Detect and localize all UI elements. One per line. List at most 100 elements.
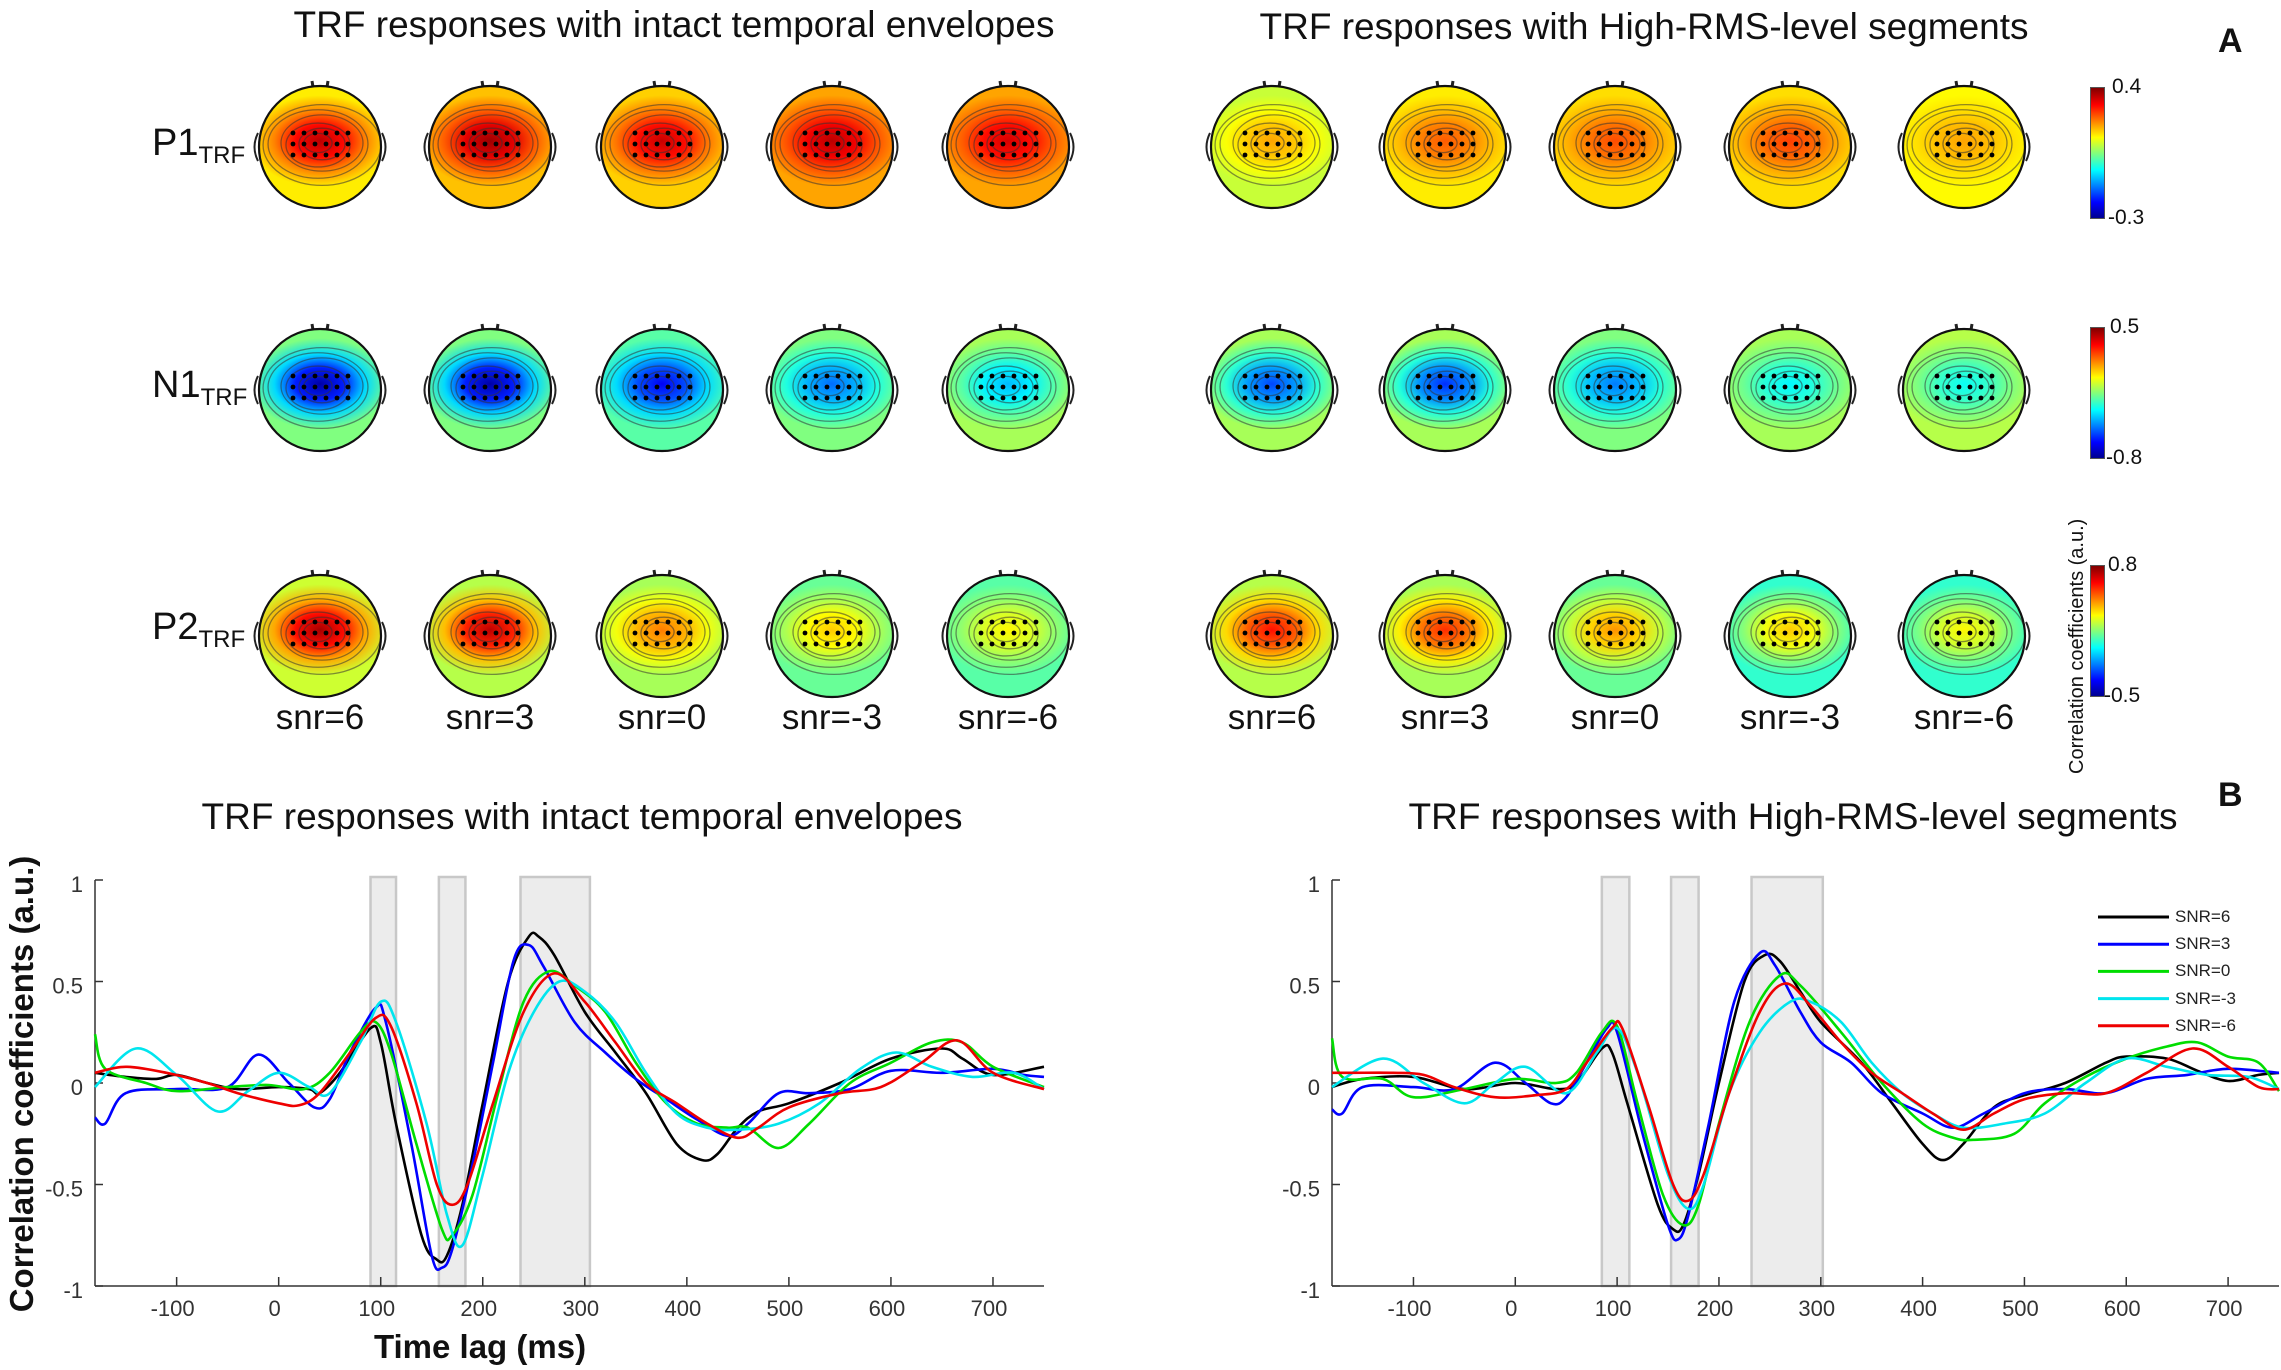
ear-left-icon xyxy=(765,621,771,651)
electrode-dot xyxy=(1618,141,1624,147)
contour-line xyxy=(1219,352,1321,422)
electrode-dot xyxy=(1629,373,1635,379)
electrode-dot xyxy=(1470,130,1476,136)
electrode-dot xyxy=(515,630,521,636)
contour-line xyxy=(792,603,876,661)
electrode-dot xyxy=(1286,373,1292,379)
head-outline xyxy=(769,573,895,699)
electrode-dot xyxy=(1618,152,1624,158)
electrode-dot xyxy=(687,130,693,136)
electrode-dot xyxy=(1934,373,1940,379)
x-tick-label: 0 xyxy=(269,1296,281,1321)
electrode-dot xyxy=(1596,141,1602,147)
electrode-dot xyxy=(1629,630,1635,636)
electrode-dot xyxy=(687,630,693,636)
shaded-window xyxy=(519,875,592,1288)
ear-left-icon xyxy=(1378,375,1384,405)
electrode-dot xyxy=(1242,152,1248,158)
contour-line xyxy=(810,616,858,650)
electrode-dot xyxy=(1415,395,1421,401)
contour-line xyxy=(1575,357,1659,415)
electrode-dot xyxy=(493,619,499,625)
electrode-dot xyxy=(1437,130,1443,136)
electrode-dot xyxy=(1945,619,1951,625)
ear-left-icon xyxy=(253,621,259,651)
electrode-dot xyxy=(813,641,819,647)
x-tick-label: 100 xyxy=(1595,1296,1632,1321)
contour-line xyxy=(1593,370,1641,404)
electrode-dot xyxy=(1459,630,1465,636)
electrode-dot xyxy=(676,384,682,390)
head-outline xyxy=(1382,327,1508,453)
head-outline xyxy=(1727,84,1853,210)
electrode-dot xyxy=(1771,141,1777,147)
electrode-dot xyxy=(857,152,863,158)
electrode-dot xyxy=(1956,130,1962,136)
electrode-dot xyxy=(1426,373,1432,379)
row-label-p1: P1TRF xyxy=(152,122,245,170)
electrode-dot xyxy=(654,630,660,636)
contour-line xyxy=(437,109,539,179)
electrode-dot xyxy=(1978,141,1984,147)
electrode-dot xyxy=(1629,619,1635,625)
electrode-dot xyxy=(978,641,984,647)
topomap xyxy=(1378,323,1512,453)
electrode-dot xyxy=(665,130,671,136)
ear-left-icon xyxy=(595,375,601,405)
electrode-dot xyxy=(1618,630,1624,636)
electrode-dot xyxy=(1629,152,1635,158)
electrode-dot xyxy=(654,373,660,379)
shaded-window xyxy=(1600,875,1631,1288)
electrode-dot xyxy=(1782,141,1788,147)
electrode-dot xyxy=(301,130,307,136)
electrode-dot xyxy=(1978,373,1984,379)
head-outline xyxy=(1209,84,1335,210)
electrode-dot xyxy=(654,152,660,158)
head-outline xyxy=(945,573,1071,699)
electrode-dot xyxy=(978,130,984,136)
electrode-dot xyxy=(504,130,510,136)
series-line xyxy=(94,979,1045,1249)
contour-line xyxy=(1924,603,2008,661)
electrode-dot xyxy=(482,619,488,625)
electrode-dot xyxy=(1000,630,1006,636)
electrode-dot xyxy=(1297,395,1303,401)
electrode-dot xyxy=(1275,630,1281,636)
ear-right-icon xyxy=(1851,132,1857,162)
electrode-dot xyxy=(846,630,852,636)
row-label-sub: TRF xyxy=(198,142,246,169)
contour-line xyxy=(1911,598,2013,668)
electrode-dot xyxy=(1629,384,1635,390)
electrode-dot xyxy=(1253,373,1259,379)
electrode-dot xyxy=(301,641,307,647)
electrode-dot xyxy=(824,641,830,647)
electrode-dot xyxy=(1956,141,1962,147)
electrode-dot xyxy=(643,373,649,379)
electrode-dot xyxy=(493,130,499,136)
electrode-dot xyxy=(1967,619,1973,625)
contour-line xyxy=(298,616,346,650)
contour-line xyxy=(298,370,346,404)
ear-right-icon xyxy=(723,375,729,405)
electrode-dot xyxy=(813,630,819,636)
electrode-dot xyxy=(1760,630,1766,636)
electrode-dot xyxy=(802,619,808,625)
electrode-dot xyxy=(1967,141,1973,147)
electrode-dot xyxy=(813,130,819,136)
electrode-dot xyxy=(482,630,488,636)
contour-line xyxy=(1924,357,2008,415)
head-outline xyxy=(1209,573,1335,699)
electrode-dot xyxy=(665,630,671,636)
electrode-dot xyxy=(1297,152,1303,158)
condition-label: snr=3 xyxy=(445,698,535,737)
electrode-dot xyxy=(323,130,329,136)
electrode-dot xyxy=(1264,130,1270,136)
contour-line xyxy=(1750,114,1834,172)
y-tick-label: -0.5 xyxy=(1282,1177,1320,1202)
electrode-dot xyxy=(1022,630,1028,636)
electrode-dot xyxy=(482,641,488,647)
head-outline xyxy=(1382,573,1508,699)
electrode-dot xyxy=(290,373,296,379)
electrode-dot xyxy=(1011,619,1017,625)
electrode-dot xyxy=(1033,141,1039,147)
